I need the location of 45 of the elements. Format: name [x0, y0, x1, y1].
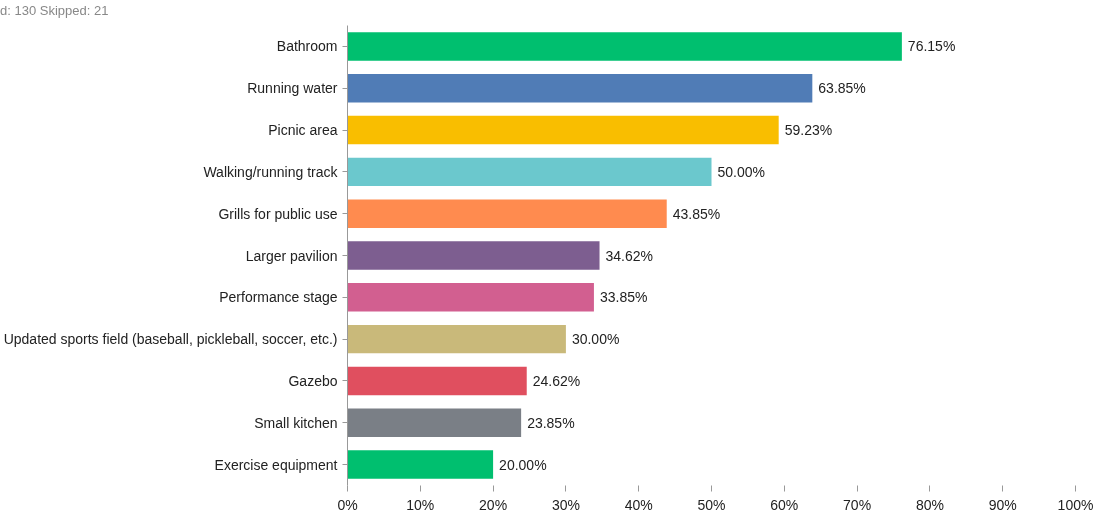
y-tick-label: Bathroom [276, 38, 338, 55]
data-label: 24.62% [532, 372, 581, 389]
bar [347, 366, 527, 396]
y-tick-label: Larger pavilion [245, 247, 338, 264]
bar [347, 450, 494, 479]
bar [347, 241, 600, 270]
y-tick-label: Exercise equipment [214, 456, 338, 473]
bar [347, 324, 566, 354]
bar [347, 115, 779, 145]
data-label: 50.00% [717, 163, 765, 180]
y-tick-label: Picnic area [268, 122, 338, 139]
y-tick-label: Walking/running track [203, 163, 339, 180]
y-tick-label: Gazebo [288, 372, 338, 389]
data-label: 34.62% [605, 247, 654, 264]
text: d: 130 Skipped: 21 [0, 2, 109, 20]
y-tick-label: Running water [247, 80, 338, 97]
bar [347, 283, 594, 312]
y-tick-label: Performance stage [219, 289, 338, 306]
data-label: 63.85% [818, 80, 866, 97]
x-tick-label: 20% [479, 496, 508, 513]
data-label: 43.85% [672, 205, 721, 222]
data-label: 76.15% [907, 38, 956, 55]
data-label: 59.23% [784, 122, 833, 139]
y-tick-label: Updated sports field (baseball, pickleball, soccer, etc.) [3, 331, 338, 348]
x-tick-label: 10% [406, 496, 435, 513]
data-label: 20.00% [499, 456, 547, 473]
x-tick-label: 90% [988, 496, 1017, 513]
bar [347, 157, 712, 187]
bar [347, 199, 667, 228]
y-tick-label: Small kitchen [254, 414, 338, 431]
data-label: 23.85% [527, 414, 575, 431]
x-tick-label: 80% [915, 496, 944, 513]
y-tick-label: Grills for public use [218, 205, 338, 222]
x-tick-label: 40% [624, 496, 653, 513]
data-label: 30.00% [571, 331, 620, 348]
bar [347, 32, 902, 61]
x-tick-label: 50% [697, 496, 726, 513]
x-tick-label: 60% [770, 496, 799, 513]
x-tick-label: 100% [1057, 496, 1094, 513]
x-tick-label: 30% [551, 496, 580, 513]
bar [347, 408, 522, 437]
x-tick-label: 70% [843, 496, 872, 513]
bar [347, 74, 813, 103]
data-label: 33.85% [599, 289, 648, 306]
x-tick-label: 0% [337, 496, 358, 513]
